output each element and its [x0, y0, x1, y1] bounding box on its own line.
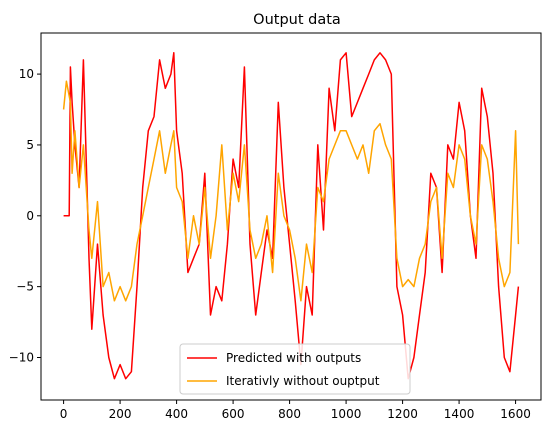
legend-box — [179, 343, 411, 395]
y-tick-label: 0 — [26, 209, 34, 223]
y-tick-label: 5 — [26, 138, 34, 152]
x-tick-label: 1600 — [500, 407, 531, 421]
legend: Predicted with outputs Iterativly withou… — [179, 343, 411, 395]
y-axis: −10 −5 0 5 10 — [9, 67, 41, 364]
series-layer — [62, 52, 520, 380]
x-tick-label: 1400 — [444, 407, 475, 421]
x-tick-label: 400 — [165, 407, 188, 421]
x-tick-label: 1000 — [331, 407, 362, 421]
chart-title: Output data — [253, 12, 341, 28]
x-tick-label: 600 — [222, 407, 245, 421]
x-tick-label: 1200 — [387, 407, 418, 421]
legend-label-predicted: Predicted with outputs — [226, 351, 361, 365]
x-axis: 0 200 400 600 800 1000 1200 1400 1600 — [60, 400, 531, 421]
x-tick-label: 800 — [278, 407, 301, 421]
legend-label-iterative: Iterativly without ouptput — [226, 374, 380, 388]
plot-frame — [40, 32, 542, 401]
series-line-iterative — [62, 80, 520, 302]
x-tick-label: 0 — [60, 407, 68, 421]
x-tick-label: 200 — [109, 407, 132, 421]
y-tick-label: 10 — [19, 67, 34, 81]
y-tick-label: −5 — [16, 280, 34, 294]
series-line-predicted — [63, 52, 520, 380]
y-tick-label: −10 — [9, 350, 34, 364]
